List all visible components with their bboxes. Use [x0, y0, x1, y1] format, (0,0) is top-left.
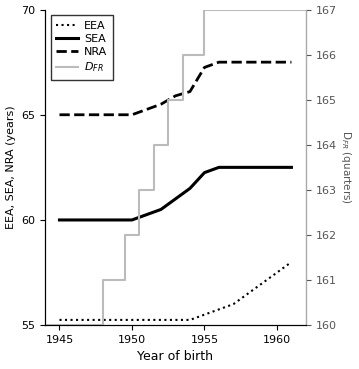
Y-axis label: EEA, SEA, NRA (years): EEA, SEA, NRA (years): [5, 106, 15, 229]
X-axis label: Year of birth: Year of birth: [137, 351, 214, 363]
Y-axis label: D$_{FR}$ (quarters): D$_{FR}$ (quarters): [340, 130, 354, 204]
Legend: EEA, SEA, NRA, $D_{FR}$: EEA, SEA, NRA, $D_{FR}$: [51, 15, 113, 80]
